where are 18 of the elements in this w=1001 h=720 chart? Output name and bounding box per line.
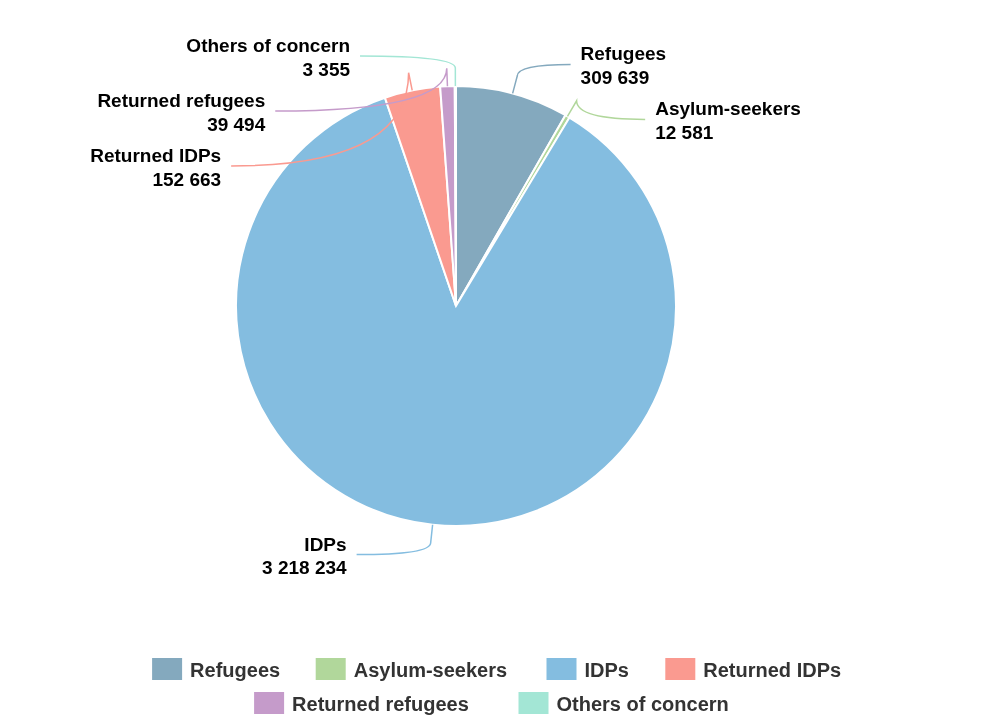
data-label: 309 639 — [580, 67, 650, 89]
legend-label: Returned IDPs — [703, 659, 842, 681]
data-label: 39 494 — [207, 113, 266, 135]
slice-label: Asylum-seekers — [655, 98, 801, 120]
slice-label: Others of concern — [186, 35, 351, 56]
slice-label: Returned refugees — [97, 90, 266, 111]
data-label: 3 355 — [302, 58, 351, 80]
data-label: 12 581 — [655, 122, 714, 144]
legend-label: IDPs — [584, 659, 629, 681]
legend-label: Refugees — [190, 659, 281, 681]
slice-label: IDPs — [304, 533, 347, 555]
legend-label: Others of concern — [556, 693, 729, 715]
slice-label: Refugees — [580, 43, 667, 65]
data-label: 3 218 234 — [262, 557, 348, 579]
slice-label: Returned IDPs — [90, 145, 222, 166]
data-label: 152 663 — [152, 168, 222, 190]
legend-label: Asylum-seekers — [353, 659, 508, 681]
legend-label: Returned refugees — [292, 693, 469, 715]
